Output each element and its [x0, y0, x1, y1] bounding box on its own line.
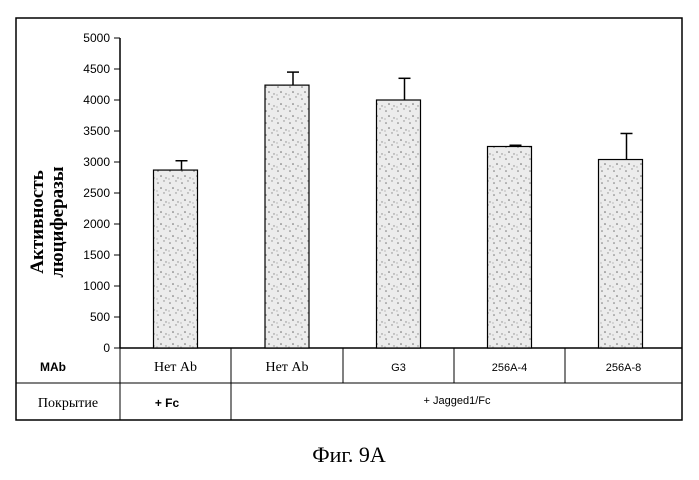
bars-layer	[154, 72, 643, 348]
bar	[488, 147, 532, 349]
y-axis-ticks: 0 500 1000 1500 2000 2500 3000 3500 4000 4500 5000	[83, 31, 120, 355]
y-tick-label: 1000	[83, 279, 110, 293]
figure-caption: Фиг. 9A	[312, 442, 386, 467]
coating-label-fc: + Fc	[155, 396, 180, 410]
y-axis-label-line-1: Активность	[27, 170, 48, 273]
category-labels: Нет Ab Нет Ab G3 256A-4 256A-8	[154, 360, 641, 375]
bar	[377, 100, 421, 348]
bar	[265, 85, 309, 348]
coating-label-jagged1-fc: + Jagged1/Fc	[424, 395, 491, 407]
bar	[154, 170, 198, 348]
y-tick-label: 1500	[83, 248, 110, 262]
y-tick-label: 5000	[83, 31, 110, 45]
y-tick-label: 3000	[83, 155, 110, 169]
category-label: 256A-8	[606, 362, 641, 374]
y-tick-label: 4500	[83, 62, 110, 76]
y-tick-label: 2500	[83, 186, 110, 200]
category-label: Нет Ab	[154, 360, 197, 375]
y-axis-label-line-2: люциферазы	[47, 166, 68, 277]
y-tick-label: 4000	[83, 93, 110, 107]
y-tick-label: 0	[103, 341, 110, 355]
category-label: 256A-4	[492, 362, 527, 374]
table-row-label-coating: Покрытие	[38, 396, 98, 411]
y-tick-label: 3500	[83, 124, 110, 138]
category-label: Нет Ab	[265, 360, 308, 375]
category-label: G3	[391, 362, 406, 374]
bar	[599, 160, 643, 348]
y-tick-label: 500	[90, 310, 110, 324]
outer-frame	[16, 18, 682, 420]
y-tick-label: 2000	[83, 217, 110, 231]
table-row-label-mab: MAb	[40, 360, 66, 374]
